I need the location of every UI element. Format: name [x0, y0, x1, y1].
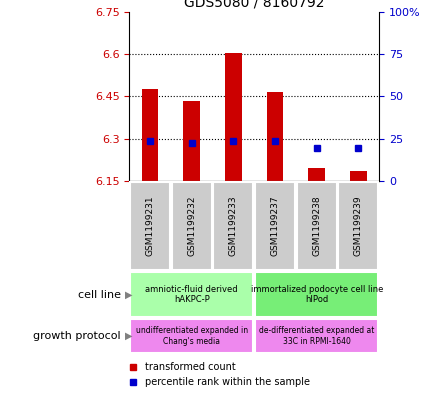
Text: amniotic-fluid derived
hAKPC-P: amniotic-fluid derived hAKPC-P	[145, 285, 237, 305]
Legend: transformed count, percentile rank within the sample: transformed count, percentile rank withi…	[125, 358, 313, 391]
FancyBboxPatch shape	[255, 272, 378, 318]
Text: GSM1199238: GSM1199238	[312, 196, 320, 256]
Bar	[308, 168, 324, 181]
FancyBboxPatch shape	[213, 182, 253, 270]
Text: GSM1199239: GSM1199239	[353, 196, 362, 256]
Title: GDS5080 / 8160792: GDS5080 / 8160792	[184, 0, 324, 9]
Text: undifferentiated expanded in
Chang's media: undifferentiated expanded in Chang's med…	[135, 326, 247, 346]
Bar	[224, 53, 241, 181]
Bar	[266, 92, 283, 181]
Text: cell line: cell line	[77, 290, 120, 300]
Text: GSM1199232: GSM1199232	[187, 196, 196, 256]
FancyBboxPatch shape	[338, 182, 378, 270]
FancyBboxPatch shape	[130, 319, 253, 353]
Text: ▶: ▶	[125, 331, 132, 341]
Bar	[141, 89, 158, 181]
Text: GSM1199233: GSM1199233	[228, 196, 237, 256]
Bar	[349, 171, 366, 181]
FancyBboxPatch shape	[255, 319, 378, 353]
Text: ▶: ▶	[125, 290, 132, 300]
Text: GSM1199237: GSM1199237	[270, 196, 279, 256]
Bar	[183, 101, 200, 181]
Text: de-differentiated expanded at
33C in RPMI-1640: de-differentiated expanded at 33C in RPM…	[258, 326, 374, 346]
Text: growth protocol: growth protocol	[33, 331, 120, 341]
FancyBboxPatch shape	[296, 182, 336, 270]
FancyBboxPatch shape	[130, 272, 253, 318]
FancyBboxPatch shape	[130, 182, 170, 270]
FancyBboxPatch shape	[255, 182, 295, 270]
FancyBboxPatch shape	[172, 182, 211, 270]
Text: GSM1199231: GSM1199231	[145, 196, 154, 256]
Text: immortalized podocyte cell line
hIPod: immortalized podocyte cell line hIPod	[250, 285, 382, 305]
